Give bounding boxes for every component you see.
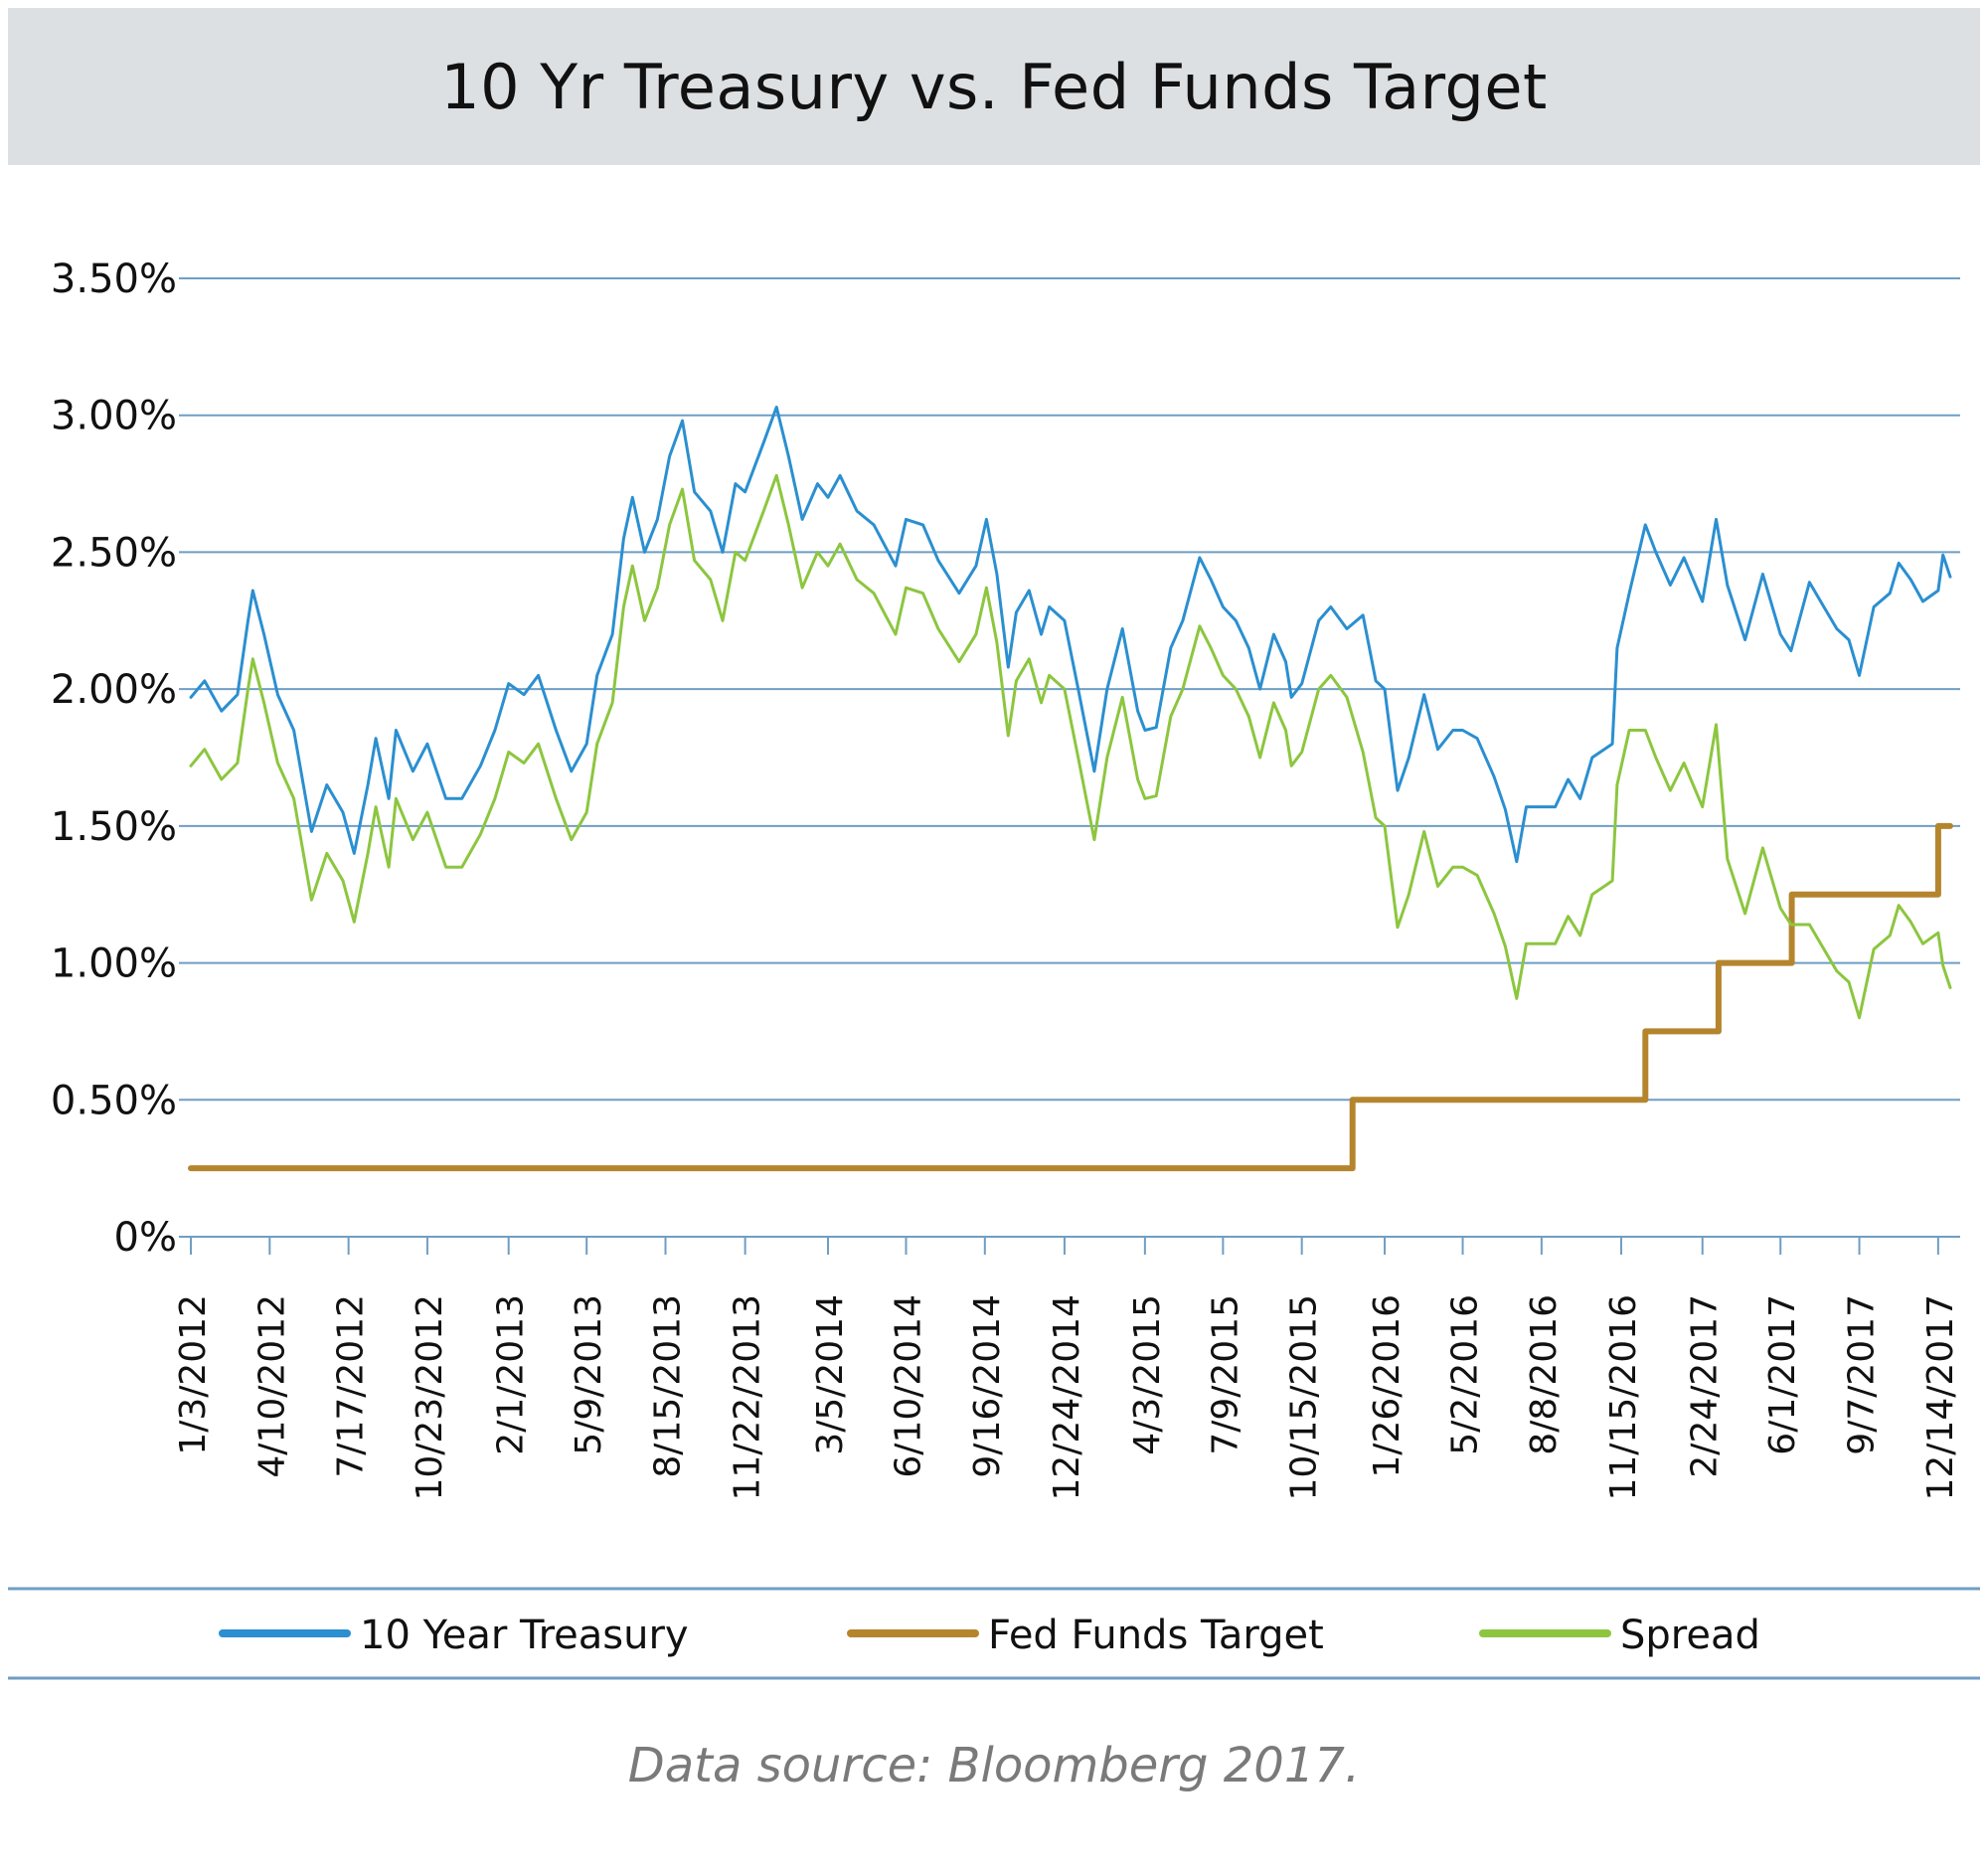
title-bar: 10 Yr Treasury vs. Fed Funds Target: [8, 8, 1980, 165]
chart-title: 10 Yr Treasury vs. Fed Funds Target: [440, 50, 1548, 123]
x-tick-label: 4/10/2012: [251, 1294, 292, 1478]
x-tick-label: 1/3/2012: [173, 1294, 214, 1455]
x-tick-label: 9/7/2017: [1842, 1294, 1883, 1455]
fed-funds-target-line: [188, 822, 1953, 1172]
y-tick-label: 1.50%: [51, 804, 177, 850]
x-tick-label: 11/22/2013: [728, 1294, 768, 1501]
x-tick-label: 9/16/2014: [967, 1294, 1008, 1478]
x-tick-label: 2/1/2013: [491, 1294, 532, 1455]
x-tick-label: 12/24/2014: [1047, 1294, 1087, 1501]
y-tick-label: 2.00%: [51, 667, 177, 713]
legend-label-fed-funds-target: Fed Funds Target: [988, 1613, 1324, 1658]
x-tick-label: 8/15/2013: [648, 1294, 689, 1478]
10-year-treasury-line: [189, 406, 1952, 864]
y-tick-label: 3.50%: [51, 256, 177, 302]
data-source-note: Data source: Bloomberg 2017.: [627, 1738, 1361, 1793]
legend-label-10-year-treasury: 10 Year Treasury: [360, 1613, 689, 1658]
x-tick-label: 5/2/2016: [1445, 1294, 1486, 1455]
spread-line: [189, 473, 1952, 1020]
line-chart: 0% 0.50% 1.00% 1.50% 2.00% 2.50% 3.00% 3.50% 1/3…: [8, 256, 1980, 1680]
x-tick-label: 12/14/2017: [1920, 1294, 1961, 1501]
y-tick-label: 3.00%: [51, 394, 177, 439]
x-tick-label: 3/5/2014: [810, 1294, 851, 1455]
x-tick-label: 8/8/2016: [1524, 1294, 1565, 1455]
y-tick-label: 1.00%: [51, 941, 177, 987]
x-tick-label: 6/1/2017: [1762, 1294, 1803, 1455]
y-tick-label: 0.50%: [51, 1078, 177, 1123]
y-tick-label: 2.50%: [51, 530, 177, 576]
x-tick-label: 5/9/2013: [569, 1294, 609, 1455]
x-tick-label: 4/3/2015: [1127, 1294, 1168, 1455]
legend-label-spread: Spread: [1620, 1613, 1760, 1658]
x-tick-label: 11/15/2016: [1603, 1294, 1644, 1501]
x-tick-label: 1/26/2016: [1367, 1294, 1408, 1478]
x-tick-label: 7/17/2012: [331, 1294, 372, 1478]
y-tick-label: 0%: [114, 1215, 177, 1261]
x-tick-label: 6/10/2014: [888, 1294, 928, 1478]
x-tick-label: 7/9/2015: [1205, 1294, 1245, 1455]
x-tick-label: 10/15/2015: [1284, 1294, 1325, 1501]
x-tick-label: 10/23/2012: [410, 1294, 450, 1501]
x-tick-label: 2/24/2017: [1685, 1294, 1726, 1478]
